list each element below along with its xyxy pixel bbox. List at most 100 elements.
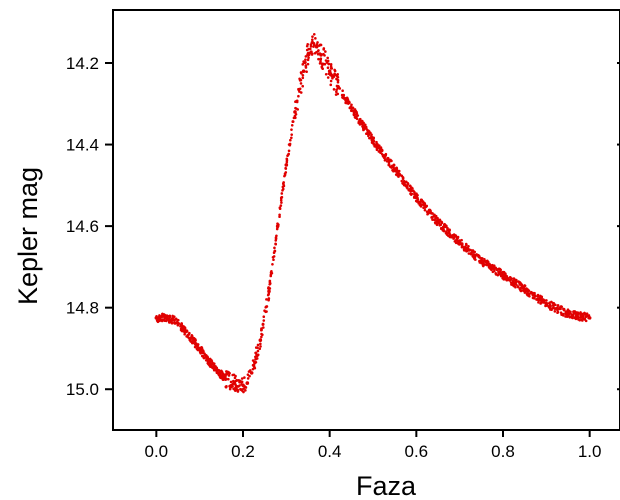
data-point xyxy=(312,42,316,45)
data-point xyxy=(219,370,222,373)
data-point xyxy=(545,299,548,302)
data-point xyxy=(301,69,306,73)
data-point xyxy=(304,66,308,69)
data-point xyxy=(499,274,503,278)
data-point xyxy=(425,210,429,213)
data-point xyxy=(566,310,569,313)
data-point xyxy=(502,270,506,274)
data-point xyxy=(262,326,265,329)
data-point xyxy=(553,310,557,313)
data-point xyxy=(214,365,217,368)
data-point xyxy=(308,47,312,51)
data-point xyxy=(251,367,255,371)
data-point xyxy=(209,363,212,366)
data-point xyxy=(254,358,257,361)
data-point xyxy=(246,373,250,376)
data-point xyxy=(431,218,435,221)
data-point xyxy=(200,350,203,353)
data-point xyxy=(520,289,524,292)
data-point xyxy=(239,388,243,392)
data-point xyxy=(345,98,349,102)
data-point xyxy=(314,37,317,40)
data-point xyxy=(294,112,298,116)
data-point xyxy=(326,56,329,60)
data-point xyxy=(329,79,333,83)
data-point xyxy=(423,208,427,212)
data-point xyxy=(240,380,244,384)
data-point xyxy=(395,169,399,172)
data-point xyxy=(531,293,535,297)
data-point xyxy=(275,234,278,238)
data-point xyxy=(206,361,210,365)
data-point xyxy=(439,227,443,231)
data-point xyxy=(261,323,265,326)
data-point xyxy=(434,221,437,225)
data-point xyxy=(577,318,580,321)
data-point xyxy=(570,314,574,318)
data-point xyxy=(238,384,241,387)
data-point xyxy=(229,386,232,389)
data-point xyxy=(249,371,254,375)
data-point xyxy=(380,152,384,156)
data-point xyxy=(211,366,214,370)
data-point xyxy=(219,376,222,379)
data-point xyxy=(413,192,416,196)
data-point xyxy=(286,154,289,158)
data-point xyxy=(335,88,338,92)
data-point xyxy=(240,377,244,380)
data-point xyxy=(304,55,308,58)
data-point xyxy=(509,281,513,284)
data-point xyxy=(518,287,522,291)
data-point xyxy=(272,258,275,262)
data-point xyxy=(450,235,453,239)
data-point xyxy=(409,192,412,196)
data-point xyxy=(176,319,179,322)
data-point xyxy=(344,96,347,100)
data-point xyxy=(182,325,186,329)
data-point xyxy=(301,74,305,77)
data-point xyxy=(319,60,322,63)
data-point xyxy=(305,70,308,74)
data-point xyxy=(299,82,303,85)
data-point xyxy=(244,386,248,389)
data-point xyxy=(172,315,176,319)
data-point xyxy=(334,93,338,96)
data-point xyxy=(409,188,412,192)
data-point xyxy=(227,374,231,377)
data-point xyxy=(523,288,526,292)
data-point xyxy=(183,328,187,332)
data-point xyxy=(236,388,240,392)
data-point xyxy=(536,297,539,301)
data-point xyxy=(329,65,333,68)
data-point xyxy=(489,265,492,268)
data-point xyxy=(224,385,228,389)
data-point xyxy=(548,303,552,307)
data-point xyxy=(215,371,219,374)
data-point xyxy=(531,296,535,300)
data-point xyxy=(485,259,489,263)
data-point xyxy=(336,80,340,84)
data-point xyxy=(206,357,209,361)
data-point xyxy=(420,198,424,202)
data-point xyxy=(262,319,266,322)
data-point xyxy=(245,382,249,385)
data-point xyxy=(414,196,418,200)
data-point xyxy=(372,136,375,140)
data-point xyxy=(389,159,392,162)
data-point xyxy=(333,68,336,72)
plot-frame xyxy=(112,9,620,431)
data-point xyxy=(553,303,557,307)
data-point xyxy=(456,239,460,243)
data-point xyxy=(251,359,255,362)
data-point xyxy=(247,370,251,373)
x-axis-title: Faza xyxy=(356,471,417,500)
data-point xyxy=(317,44,321,47)
data-point xyxy=(556,311,559,315)
data-point xyxy=(341,95,345,99)
data-point xyxy=(327,72,331,76)
data-point xyxy=(297,94,300,98)
data-point xyxy=(585,312,589,315)
data-point xyxy=(234,383,237,386)
data-point xyxy=(280,192,284,195)
data-point xyxy=(158,319,161,323)
